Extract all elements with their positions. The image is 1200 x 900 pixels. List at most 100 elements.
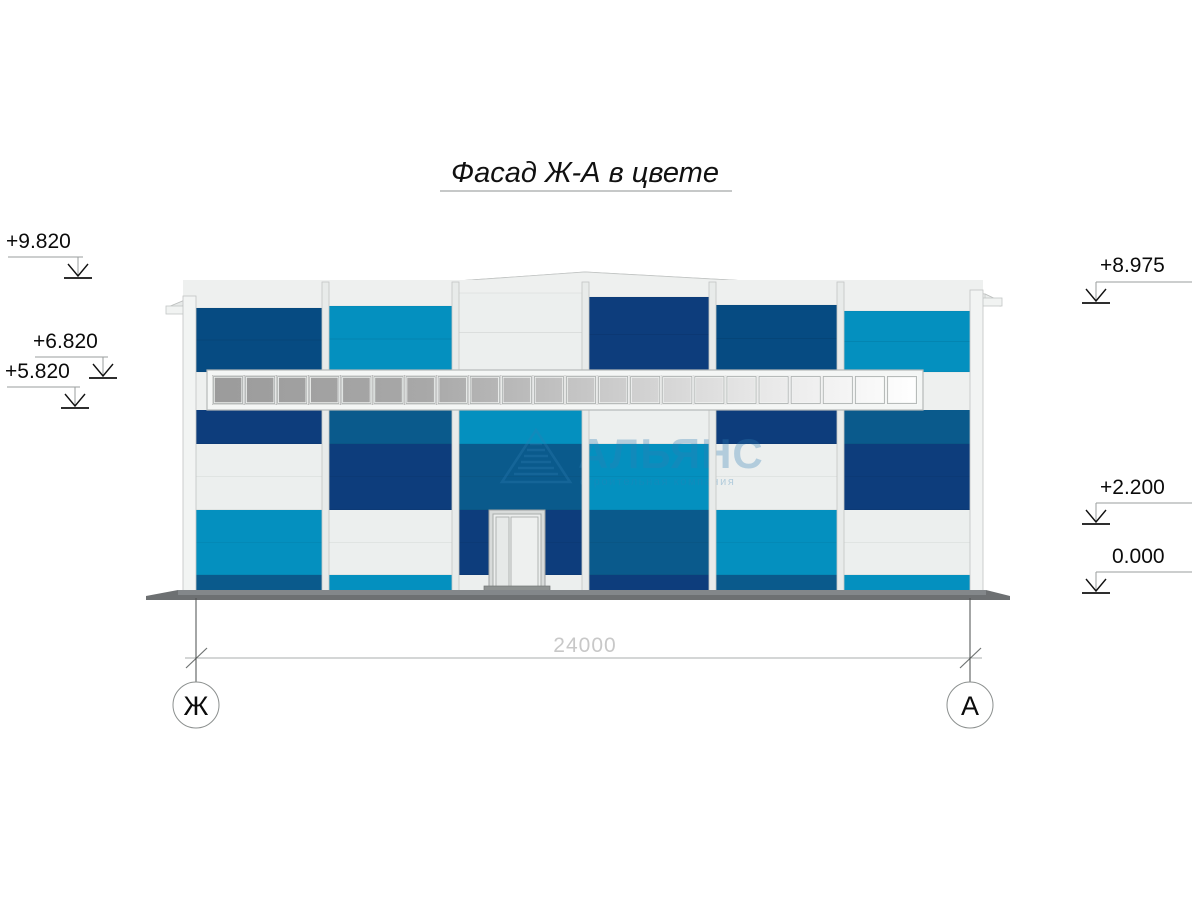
lvl-9820-label: +9.820 xyxy=(6,230,71,253)
upper-panel-1 xyxy=(196,307,322,373)
mullion-3 xyxy=(581,281,590,593)
mullion-4 xyxy=(708,281,717,593)
bay-5-upper-panels xyxy=(715,304,837,373)
window-pane-outline-22 xyxy=(887,376,917,404)
lvl-2200: +2.200 xyxy=(1082,476,1192,525)
window-pane-outline-11 xyxy=(534,376,564,404)
window-pane-outline-17 xyxy=(726,376,757,404)
lvl-8975: +8.975 xyxy=(1082,254,1192,304)
lower-panel-5 xyxy=(328,543,452,575)
window-pane-outline-21 xyxy=(854,376,885,404)
lower-panel-3 xyxy=(458,477,582,510)
dimension-value: 24000 xyxy=(553,634,616,657)
lvl-2200-arrow-icon xyxy=(1085,509,1107,524)
mullion-5 xyxy=(836,281,845,593)
lower-panel-5 xyxy=(715,543,837,575)
bay-4-lower-panels xyxy=(588,410,710,592)
watermark-brand: АЛЬЯНС xyxy=(578,430,764,477)
window-pane-outline-5 xyxy=(341,376,372,404)
door-leaf-narrow[interactable] xyxy=(495,516,510,590)
watermark-tagline: строительная компания xyxy=(580,476,735,488)
lvl-2200-label: +2.200 xyxy=(1100,476,1165,499)
window-pane-outline-9 xyxy=(469,376,500,404)
lvl-9820: +9.820 xyxy=(6,230,92,279)
axis-zh-label: Ж xyxy=(184,691,209,721)
lvl-6820-arrow-icon xyxy=(92,363,114,378)
upper-panel-1 xyxy=(715,304,837,373)
lower-panel-3 xyxy=(588,477,710,510)
ground-highlight xyxy=(178,590,986,595)
window-pane-outline-8 xyxy=(437,376,468,404)
lower-panel-6 xyxy=(588,575,710,592)
upper-panel-1 xyxy=(588,296,710,373)
window-pane-outline-15 xyxy=(662,376,693,404)
window-pane-outline-19 xyxy=(790,376,821,404)
wall-edge-right xyxy=(969,289,984,593)
lvl-0000-arrow-icon xyxy=(1085,578,1107,593)
window-pane-outline-10 xyxy=(501,376,532,404)
entrance-door[interactable] xyxy=(483,509,551,595)
window-pane-outline-2 xyxy=(245,376,276,404)
upper-panel-1 xyxy=(458,292,582,373)
bay-2-lower-panels xyxy=(328,410,452,592)
window-pane-outline-12 xyxy=(566,376,596,404)
lower-panel-2 xyxy=(715,444,837,477)
triangle-logo-icon xyxy=(499,427,573,484)
lower-panel-4 xyxy=(715,510,837,543)
lower-panel-2 xyxy=(458,444,582,477)
lower-panel-6 xyxy=(715,575,837,592)
window-pane-outline-20 xyxy=(822,376,853,404)
lower-panel-6 xyxy=(196,575,322,592)
window-pane-outline-7 xyxy=(405,376,436,404)
window-pane-outline-14 xyxy=(630,376,661,404)
window-pane-outline-13 xyxy=(598,376,629,404)
axis-zh: Ж xyxy=(172,598,220,729)
lower-panel-5 xyxy=(196,543,322,575)
axis-a: А xyxy=(946,598,994,729)
ground-line-group xyxy=(146,590,1010,600)
lvl-6820-label: +6.820 xyxy=(33,330,98,353)
lvl-9820-arrow-icon xyxy=(67,263,89,278)
bay-3-upper-panels xyxy=(458,292,582,373)
lower-panel-1 xyxy=(328,410,452,444)
window-pane-outline-4 xyxy=(309,376,340,404)
level-marks-right: +8.975 +2.200 0.000 xyxy=(1082,254,1192,594)
window-pane-outline-16 xyxy=(694,376,725,404)
bay-2-upper-panels xyxy=(328,305,452,373)
upper-panel-1 xyxy=(328,305,452,373)
axis-a-circle xyxy=(946,681,994,729)
lvl-5820-label: +5.820 xyxy=(5,360,70,383)
lvl-5820: +5.820 xyxy=(5,360,89,409)
lower-panel-2 xyxy=(328,444,452,477)
lower-panel-5 xyxy=(588,543,710,575)
lower-panel-6 xyxy=(843,575,970,592)
lower-panel-4 xyxy=(328,510,452,543)
bay-6-upper-panels xyxy=(843,310,970,373)
window-panes xyxy=(212,375,918,405)
lower-panel-3 xyxy=(715,477,837,510)
door-leaf-wide[interactable] xyxy=(510,516,539,590)
lvl-6820: +6.820 xyxy=(33,330,117,379)
lower-panel-2 xyxy=(196,444,322,477)
lvl-8975-arrow-icon xyxy=(1085,288,1107,303)
lower-panel-4 xyxy=(196,510,322,543)
bay-4-upper-panels xyxy=(588,296,710,373)
lower-panel-3 xyxy=(196,477,322,510)
mullion-2 xyxy=(451,281,460,593)
level-marks-left: +9.820 +6.820 +5.820 xyxy=(5,230,117,409)
window-band-glass xyxy=(212,375,918,405)
lower-panel-1 xyxy=(843,410,970,444)
building-elevation: АЛЬЯНС строительная компания xyxy=(146,271,1010,600)
window-pane-outline-18 xyxy=(758,376,789,404)
lower-panel-1 xyxy=(196,410,322,444)
lvl-8975-label: +8.975 xyxy=(1100,254,1165,277)
lower-panel-4 xyxy=(843,510,970,543)
axis-zh-circle xyxy=(172,681,220,729)
lower-panel-2 xyxy=(843,444,970,477)
lower-panel-6 xyxy=(328,575,452,592)
lower-panel-band xyxy=(196,410,970,592)
page-title: Фасад Ж-А в цвете xyxy=(451,157,719,189)
lvl-0000-label: 0.000 xyxy=(1112,545,1165,568)
lower-panel-5 xyxy=(843,543,970,575)
